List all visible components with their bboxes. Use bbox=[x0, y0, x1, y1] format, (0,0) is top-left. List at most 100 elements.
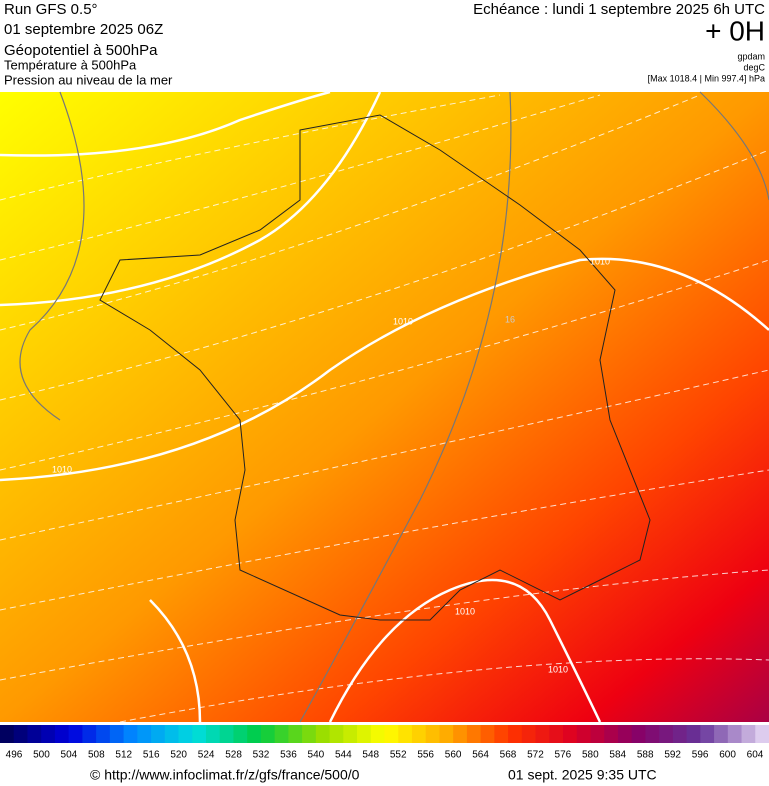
scale-label: 544 bbox=[335, 750, 352, 761]
color-scale: 496 500 504 508 512 516 520 524 528 532 536 540 544 5… bbox=[0, 725, 769, 761]
color-swatch bbox=[576, 725, 591, 743]
map-field bbox=[0, 92, 769, 722]
offset: + 0H bbox=[705, 15, 765, 46]
scale-label: 536 bbox=[280, 750, 297, 761]
scale-label: 512 bbox=[115, 750, 132, 761]
scale-label: 524 bbox=[198, 750, 215, 761]
scale-label: 548 bbox=[362, 750, 379, 761]
color-swatch bbox=[631, 725, 646, 743]
field-3: Pression au niveau de la mer bbox=[4, 72, 173, 87]
pressure-contours bbox=[0, 90, 769, 723]
color-swatch bbox=[164, 725, 180, 743]
scale-label: 496 bbox=[6, 750, 23, 761]
scale-label: 568 bbox=[500, 750, 517, 761]
color-swatch bbox=[68, 725, 83, 743]
color-swatch bbox=[302, 725, 317, 743]
color-swatch bbox=[96, 725, 111, 743]
color-swatch bbox=[329, 725, 344, 743]
color-swatch bbox=[109, 725, 125, 743]
color-swatch bbox=[384, 725, 399, 743]
field-2: Température à 500hPa bbox=[4, 57, 137, 72]
color-swatch bbox=[27, 725, 42, 743]
color-swatch bbox=[535, 725, 550, 743]
color-swatch bbox=[233, 725, 248, 743]
scale-label: 592 bbox=[664, 750, 681, 761]
color-swatch bbox=[466, 725, 482, 743]
color-swatch bbox=[659, 725, 674, 743]
color-swatch bbox=[741, 725, 756, 743]
scale-label: 508 bbox=[88, 750, 105, 761]
color-swatch bbox=[686, 725, 701, 743]
scale-label: 588 bbox=[637, 750, 654, 761]
map: 1010 1010 1010 1010 1010 16 bbox=[0, 90, 769, 723]
color-swatch bbox=[439, 725, 454, 743]
color-swatch bbox=[219, 725, 234, 743]
scale-label: 516 bbox=[143, 750, 160, 761]
scale-label: 540 bbox=[308, 750, 325, 761]
forecast: Echéance : lundi 1 septembre 2025 6h UTC bbox=[473, 1, 765, 18]
color-swatch bbox=[508, 725, 523, 743]
color-swatch bbox=[0, 725, 15, 743]
scale-label: 560 bbox=[445, 750, 462, 761]
field-1: Géopotentiel à 500hPa bbox=[4, 42, 158, 59]
color-swatch bbox=[398, 725, 413, 743]
scale-label: 528 bbox=[225, 750, 242, 761]
color-swatch bbox=[617, 725, 633, 743]
color-swatch bbox=[645, 725, 660, 743]
color-swatch bbox=[343, 725, 358, 743]
france-outline bbox=[99, 114, 651, 621]
scale-label: 552 bbox=[390, 750, 407, 761]
unit: degC bbox=[743, 62, 765, 72]
color-swatch bbox=[672, 725, 688, 743]
run-date: 01 septembre 2025 06Z bbox=[4, 21, 163, 38]
contour-label: 1010 bbox=[393, 316, 413, 326]
color-swatch bbox=[411, 725, 427, 743]
color-swatch bbox=[178, 725, 193, 743]
color-swatch bbox=[549, 725, 564, 743]
scale-label: 564 bbox=[472, 750, 489, 761]
color-swatch bbox=[151, 725, 166, 743]
color-swatch bbox=[563, 725, 578, 743]
color-swatch bbox=[590, 725, 605, 743]
scale-label: 504 bbox=[61, 750, 78, 761]
isotherms bbox=[19, 91, 769, 723]
scale-label: 500 bbox=[33, 750, 50, 761]
color-swatch bbox=[288, 725, 303, 743]
color-swatch bbox=[453, 725, 468, 743]
scale-label: 604 bbox=[747, 750, 764, 761]
color-swatch bbox=[521, 725, 537, 743]
scale-label: 576 bbox=[555, 750, 572, 761]
contour-label: 1010 bbox=[52, 464, 72, 474]
unit: gpdam bbox=[737, 51, 765, 61]
scale-label: 596 bbox=[692, 750, 709, 761]
color-swatch bbox=[700, 725, 715, 743]
color-swatch bbox=[54, 725, 70, 743]
color-swatch bbox=[274, 725, 289, 743]
color-swatch bbox=[425, 725, 440, 743]
color-swatch bbox=[480, 725, 495, 743]
scale-label: 600 bbox=[719, 750, 736, 761]
timestamp: 01 sept. 2025 9:35 UTC bbox=[508, 767, 657, 783]
color-swatch bbox=[494, 725, 509, 743]
scale-label: 572 bbox=[527, 750, 544, 761]
contour-label: 1010 bbox=[590, 256, 610, 266]
scale-label: 584 bbox=[609, 750, 626, 761]
run: Run GFS 0.5° bbox=[4, 1, 98, 18]
temperature-contours bbox=[0, 94, 769, 723]
contour-label: 16 bbox=[505, 314, 515, 324]
color-swatch bbox=[137, 725, 152, 743]
scale-label: 580 bbox=[582, 750, 599, 761]
source: © http://www.infoclimat.fr/z/gfs/france/… bbox=[90, 767, 360, 783]
color-swatch bbox=[205, 725, 221, 743]
color-swatch bbox=[123, 725, 138, 743]
scale-label: 532 bbox=[253, 750, 270, 761]
color-swatch bbox=[247, 725, 262, 743]
color-swatch bbox=[727, 725, 743, 743]
color-swatch bbox=[714, 725, 729, 743]
color-swatch bbox=[82, 725, 97, 743]
color-swatch bbox=[755, 725, 769, 743]
contour-label: 1010 bbox=[548, 664, 568, 674]
color-swatch bbox=[315, 725, 331, 743]
color-swatch bbox=[41, 725, 56, 743]
